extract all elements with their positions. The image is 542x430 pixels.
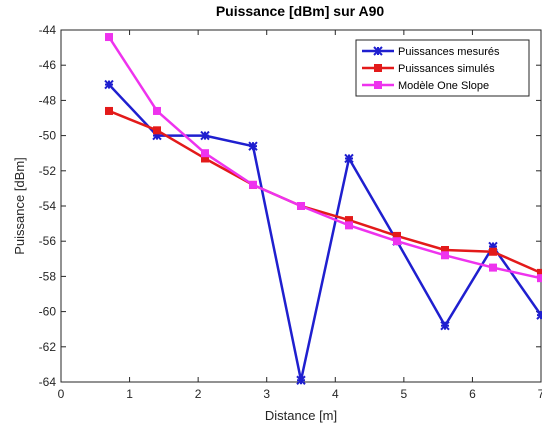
series-line (108, 109, 542, 275)
series-line (107, 36, 542, 280)
data-point (440, 320, 450, 331)
y-tick-label: -64 (39, 375, 57, 389)
y-tick-label: -44 (39, 23, 57, 37)
y-tick-label: -50 (39, 129, 57, 143)
legend-marker (373, 46, 383, 56)
y-tick-label: -48 (39, 93, 57, 107)
y-tick-label: -54 (39, 199, 57, 213)
data-point (441, 251, 449, 260)
series-3 (105, 33, 542, 283)
y-tick-label: -56 (39, 234, 57, 248)
data-point (345, 221, 353, 230)
data-point (297, 202, 305, 210)
x-tick-label: 1 (126, 387, 133, 401)
legend: Puissances mesurés Puissances simulés Modè… (355, 39, 530, 97)
legend-entry-label: Puissances mesurés (398, 46, 500, 58)
x-tick-label: 0 (58, 387, 65, 401)
data-point (393, 237, 401, 246)
y-axis-label: Puissance [dBm] (12, 157, 27, 255)
data-point (537, 274, 542, 283)
series-line (108, 83, 542, 382)
x-tick-label: 3 (263, 387, 270, 401)
axes: 0 1 2 3 4 5 6 7 -64 -62 -60 -58 -56 -54 -52 -50 -48 -46 -4… (39, 23, 542, 401)
y-tick-label: -46 (39, 58, 57, 72)
data-point (153, 106, 161, 115)
data-point (296, 375, 306, 385)
chart-title: Puissance [dBm] sur A90 (216, 3, 385, 19)
x-axis-label: Distance [m] (265, 408, 337, 423)
data-point (344, 153, 354, 164)
legend-marker (374, 64, 382, 72)
data-point (200, 130, 210, 141)
legend-entry-label: Modèle One Slope (398, 80, 489, 92)
data-point (201, 149, 209, 158)
legend-marker (374, 81, 382, 89)
legend-entry-label: Puissances simulés (398, 63, 495, 75)
data-point (489, 247, 497, 256)
x-tick-label: 5 (401, 387, 408, 401)
data-point (104, 79, 114, 90)
x-tick-label: 2 (195, 387, 202, 401)
y-tick-label: -58 (39, 269, 57, 283)
data-point (536, 310, 542, 320)
data-point (105, 106, 113, 115)
y-tick-label: -52 (39, 164, 57, 178)
data-point (489, 263, 497, 272)
data-point (249, 180, 257, 189)
data-point (105, 33, 113, 42)
data-point (153, 126, 161, 135)
x-tick-label: 7 (538, 387, 542, 401)
y-tick-label: -62 (39, 340, 57, 354)
series-1 (104, 79, 542, 385)
x-tick-label: 4 (332, 387, 339, 401)
series-layer (104, 33, 542, 385)
data-point (248, 141, 258, 151)
x-tick-label: 6 (469, 387, 476, 401)
y-tick-label: -60 (39, 305, 57, 319)
